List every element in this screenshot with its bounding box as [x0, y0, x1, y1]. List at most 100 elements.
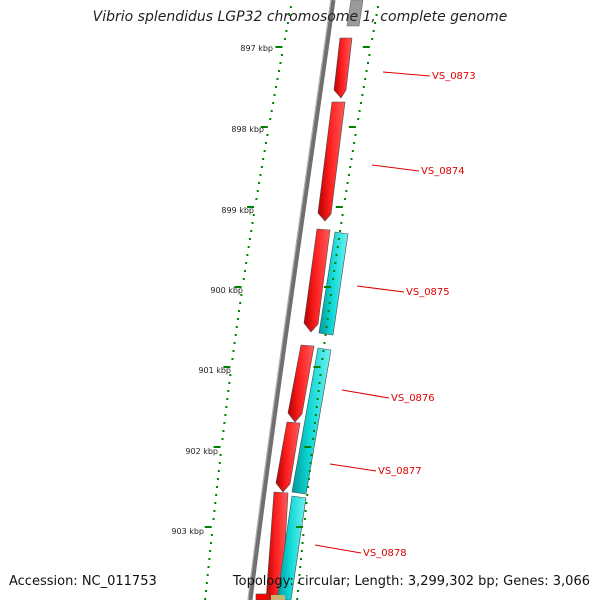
- gene-labels: VS_0873 VS_0874 VS_0875 VS_0876 VS_0877 …: [363, 71, 476, 559]
- minor-tick-mark: [326, 318, 329, 320]
- minor-tick-mark: [276, 78, 279, 80]
- minor-tick-mark: [364, 78, 367, 80]
- leader-line-vs0877: [329, 463, 377, 472]
- minor-tick-mark: [314, 414, 317, 416]
- minor-tick-mark: [283, 38, 286, 40]
- gene-label[interactable]: VS_0874: [421, 166, 465, 177]
- minor-tick-mark: [204, 598, 207, 600]
- major-tick-mark: [323, 286, 331, 288]
- gene-feature-reverse-1[interactable]: [318, 231, 349, 336]
- major-tick-mark: [247, 206, 255, 208]
- minor-tick-mark: [206, 574, 209, 576]
- minor-tick-mark: [341, 214, 344, 216]
- minor-tick-mark: [297, 582, 300, 584]
- minor-tick-mark: [349, 166, 352, 168]
- gene-label[interactable]: VS_0873: [432, 71, 476, 82]
- backbone-track: [247, 0, 336, 600]
- leader-line-vs0878: [314, 544, 362, 554]
- minor-tick-mark: [216, 478, 219, 480]
- minor-tick-mark: [298, 574, 301, 576]
- minor-tick-mark: [303, 518, 306, 520]
- partial-feature-bottom-red[interactable]: [255, 593, 270, 600]
- minor-tick-mark: [353, 142, 356, 144]
- major-tick-mark: [223, 366, 231, 368]
- minor-tick-mark: [272, 102, 275, 104]
- minor-tick-mark: [296, 598, 299, 600]
- gene-feature-vs0875[interactable]: [303, 228, 331, 333]
- gene-label[interactable]: VS_0875: [406, 287, 450, 298]
- partial-feature-top[interactable]: [346, 0, 364, 27]
- minor-tick-mark: [205, 590, 208, 592]
- minor-tick-mark: [223, 422, 226, 424]
- minor-tick-mark: [333, 270, 336, 272]
- minor-tick-mark: [210, 534, 213, 536]
- major-tick-mark: [296, 526, 304, 528]
- minor-tick-mark: [346, 182, 349, 184]
- minor-tick-mark: [256, 190, 259, 192]
- minor-tick-mark: [238, 310, 241, 312]
- minor-tick-mark: [275, 86, 278, 88]
- minor-tick-mark: [225, 406, 228, 408]
- gene-feature-reverse-2[interactable]: [291, 347, 332, 495]
- minor-tick-mark: [217, 470, 220, 472]
- scale-tick-label: 899 kbp: [221, 206, 254, 215]
- gene-feature-vs0876[interactable]: [287, 344, 315, 423]
- minor-tick-mark: [289, 6, 292, 8]
- minor-tick-mark: [368, 54, 371, 56]
- minor-tick-mark: [213, 510, 216, 512]
- minor-tick-mark: [307, 486, 310, 488]
- minor-tick-mark: [299, 566, 302, 568]
- gene-label[interactable]: VS_0876: [391, 393, 435, 404]
- minor-tick-mark: [313, 422, 316, 424]
- minor-tick-mark: [372, 30, 375, 32]
- minor-tick-mark: [347, 174, 350, 176]
- minor-tick-mark: [270, 110, 273, 112]
- partial-feature-bottom-olive[interactable]: [271, 595, 285, 600]
- minor-tick-mark: [361, 94, 364, 96]
- major-tick-mark: [313, 366, 321, 368]
- scale-ticks-outer: [204, 6, 292, 600]
- topology-info: Topology: circular; Length: 3,299,302 bp…: [232, 574, 590, 589]
- gene-feature-vs0874[interactable]: [317, 101, 346, 222]
- page-title: Vibrio splendidus LGP32 chromosome 1, co…: [92, 9, 508, 25]
- gene-feature-reverse-3[interactable]: [276, 495, 307, 600]
- minor-tick-mark: [242, 278, 245, 280]
- minor-tick-mark: [277, 70, 280, 72]
- minor-tick-mark: [305, 502, 308, 504]
- minor-tick-mark: [304, 510, 307, 512]
- minor-tick-mark: [335, 254, 338, 256]
- gene-feature-vs0873[interactable]: [333, 37, 353, 99]
- minor-tick-mark: [300, 550, 303, 552]
- minor-tick-mark: [316, 398, 319, 400]
- minor-tick-mark: [322, 350, 325, 352]
- gene-label[interactable]: VS_0878: [363, 548, 407, 559]
- scale-tick-label: 901 kbp: [198, 366, 231, 375]
- leader-line-vs0875: [356, 285, 405, 293]
- minor-tick-mark: [324, 334, 327, 336]
- minor-tick-mark: [224, 414, 227, 416]
- minor-tick-mark: [208, 558, 211, 560]
- minor-tick-mark: [332, 278, 335, 280]
- gene-label[interactable]: VS_0877: [378, 466, 422, 477]
- minor-tick-mark: [209, 550, 212, 552]
- minor-tick-mark: [234, 334, 237, 336]
- leader-line-vs0873: [382, 71, 431, 77]
- minor-tick-mark: [323, 342, 326, 344]
- minor-tick-mark: [350, 158, 353, 160]
- minor-tick-mark: [222, 430, 225, 432]
- gene-feature-vs0877[interactable]: [275, 421, 301, 493]
- minor-tick-mark: [219, 454, 222, 456]
- minor-tick-mark: [317, 390, 320, 392]
- minor-tick-mark: [260, 166, 263, 168]
- minor-tick-mark: [319, 374, 322, 376]
- minor-tick-mark: [273, 94, 276, 96]
- scale-tick-label: 902 kbp: [185, 447, 218, 456]
- minor-tick-mark: [258, 182, 261, 184]
- minor-tick-mark: [221, 438, 224, 440]
- major-tick-mark: [275, 46, 283, 48]
- minor-tick-mark: [313, 430, 316, 432]
- minor-tick-mark: [231, 358, 234, 360]
- leader-line-vs0876: [341, 389, 390, 399]
- minor-tick-mark: [371, 38, 374, 40]
- minor-tick-mark: [336, 246, 339, 248]
